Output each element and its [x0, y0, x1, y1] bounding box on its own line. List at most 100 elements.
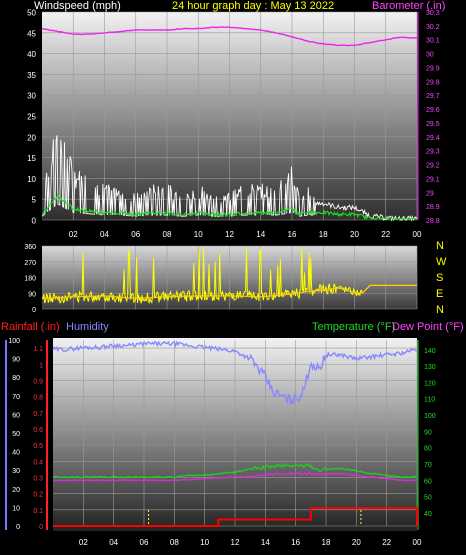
temp-x-axis-ticks: 02 04 06 08 10 12 14 16 18 20 22 00: [79, 538, 422, 547]
barometer-axis-ticks: 28.8 28.9 29 29.1 29.2 29.3 29.4 29.5 29.6 29.7 29…: [426, 10, 440, 225]
compass-label: N: [436, 304, 444, 316]
rainfall-axis-ticks: 0 0.1 0.2 0.3 0.4 0.5 0.6 0.7 0.8 0.9 1 1.1: [33, 346, 43, 531]
x-tick-label: 08: [170, 538, 179, 547]
humidity-tick-label: 60: [12, 412, 20, 419]
temperature-tick-label: 140: [424, 348, 436, 355]
wind-tick-label: 10: [27, 175, 36, 184]
temperature-line: [52, 462, 417, 479]
rainfall-tick-label: 0.9: [33, 378, 43, 385]
humidity-tick-label: 100: [8, 338, 20, 345]
x-tick-label: 12: [225, 230, 234, 239]
rainfall-tick-label: 0.3: [33, 475, 43, 482]
temperature-tick-label: 110: [424, 397, 435, 404]
barometer-tick-label: 29: [426, 190, 434, 197]
barometer-title: Barometer (.in): [372, 0, 445, 12]
barometer-tick-label: 29.2: [426, 163, 440, 170]
wind-tick-label: 40: [27, 50, 36, 59]
wind-tick-label: 35: [27, 71, 36, 80]
direction-tick-label: 0: [32, 307, 36, 314]
temp-grid: [53, 340, 418, 527]
x-tick-label: 00: [413, 230, 422, 239]
rainfall-tick-label: 0.4: [33, 459, 43, 466]
humidity-tick-label: 20: [12, 487, 20, 494]
humidity-axis-ticks: 0 10 20 30 40 50 60 70 80 90 100: [8, 338, 20, 531]
humidity-tick-label: 30: [12, 468, 20, 475]
compass-label: W: [436, 256, 447, 268]
compass-label: E: [436, 288, 443, 300]
temperature-tick-label: 130: [424, 364, 436, 371]
wind-tick-label: 50: [27, 9, 36, 18]
rainfall-tick-label: 1: [39, 362, 43, 369]
wind-x-axis-ticks: 02 04 06 08 10 12 14 16 18 20 22 00: [69, 230, 422, 239]
direction-line: [41, 247, 417, 305]
temperature-tick-label: 120: [424, 380, 436, 387]
humidity-tick-label: 10: [12, 505, 20, 512]
barometer-tick-label: 29.3: [426, 149, 440, 156]
direction-tick-label: 180: [24, 276, 36, 283]
rainfall-title: Rainfall (.in): [1, 321, 60, 333]
x-tick-label: 06: [131, 230, 140, 239]
barometer-tick-label: 29.4: [426, 135, 440, 142]
x-tick-label: 22: [382, 538, 391, 547]
x-tick-label: 22: [381, 230, 390, 239]
temperature-tick-label: 60: [424, 478, 432, 485]
x-tick-label: 08: [163, 230, 172, 239]
x-tick-label: 20: [350, 230, 359, 239]
rainfall-tick-label: 0.5: [33, 443, 43, 450]
humidity-title: Humidity: [66, 321, 109, 333]
x-tick-label: 14: [261, 538, 270, 547]
wind-tick-label: 30: [27, 92, 36, 101]
x-tick-label: 04: [109, 538, 118, 547]
rainfall-tick-label: 0: [39, 524, 43, 531]
barometer-tick-label: 30: [426, 52, 434, 59]
rainfall-tick-label: 1.1: [33, 346, 43, 353]
compass-labels: N W S E N: [436, 240, 447, 316]
barometer-tick-label: 30.1: [426, 38, 440, 45]
rainfall-tick-label: 0.2: [33, 492, 43, 499]
x-tick-label: 16: [288, 230, 297, 239]
x-tick-label: 10: [200, 538, 209, 547]
humidity-tick-label: 50: [12, 431, 20, 438]
humidity-tick-label: 0: [16, 524, 20, 531]
direction-series: [41, 247, 417, 305]
dewpoint-line: [52, 471, 418, 482]
temperature-tick-label: 50: [424, 495, 432, 502]
barometer-tick-label: 29.6: [426, 107, 440, 114]
wind-tick-label: 45: [27, 29, 36, 38]
x-tick-label: 04: [100, 230, 109, 239]
barometer-tick-label: 29.1: [426, 176, 440, 183]
x-tick-label: 06: [140, 538, 149, 547]
direction-axis-ticks: 0 90 180 270 360: [24, 244, 36, 314]
barometer-tick-label: 28.9: [426, 204, 440, 211]
wind-tick-label: 25: [27, 113, 36, 122]
windspeed-avg-line: [41, 193, 417, 220]
rainfall-tick-label: 0.6: [33, 427, 43, 434]
x-tick-label: 02: [79, 538, 88, 547]
compass-label: S: [436, 272, 443, 284]
temperature-title: Temperature (°F): [312, 321, 395, 333]
x-tick-label: 20: [352, 538, 361, 547]
direction-grid: [42, 245, 418, 310]
rainfall-line: [53, 507, 418, 527]
direction-avg-line: [41, 284, 417, 300]
dewpoint-title: Dew Point (°F): [392, 321, 464, 333]
temperature-tick-label: 100: [424, 413, 436, 420]
barometer-tick-label: 29.7: [426, 93, 440, 100]
compass-label: N: [436, 240, 444, 252]
x-tick-label: 10: [194, 230, 203, 239]
temperature-tick-label: 70: [424, 462, 432, 469]
barometer-tick-label: 30.2: [426, 24, 440, 31]
wind-axis-ticks: 0 5 10 15 20 25 30 35 40 45 50: [27, 9, 36, 226]
x-tick-label: 02: [69, 230, 78, 239]
temperature-tick-label: 40: [424, 511, 432, 518]
humidity-tick-label: 40: [12, 450, 20, 457]
direction-tick-label: 270: [24, 260, 36, 267]
wind-baro-series: [41, 26, 418, 222]
direction-tick-label: 360: [24, 244, 36, 251]
barometer-tick-label: 29.8: [426, 79, 440, 86]
direction-tick-label: 90: [28, 291, 36, 298]
barometer-tick-label: 28.8: [426, 218, 440, 225]
date-title: 24 hour graph day : May 13 2022: [172, 0, 334, 12]
rainfall-tick-label: 0.7: [33, 411, 43, 418]
